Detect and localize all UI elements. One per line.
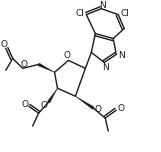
Polygon shape <box>38 63 55 72</box>
Text: O: O <box>64 51 71 60</box>
Text: Cl: Cl <box>76 9 85 18</box>
Text: O: O <box>21 100 28 109</box>
Text: N: N <box>102 63 109 72</box>
Text: N: N <box>99 1 106 10</box>
Polygon shape <box>75 96 94 109</box>
Text: N: N <box>118 51 125 60</box>
Text: O: O <box>95 105 102 114</box>
Text: O: O <box>118 104 125 113</box>
Text: Cl: Cl <box>121 9 130 18</box>
Text: O: O <box>40 101 47 110</box>
Text: O: O <box>0 40 7 49</box>
Polygon shape <box>47 88 57 103</box>
Text: O: O <box>20 60 27 69</box>
